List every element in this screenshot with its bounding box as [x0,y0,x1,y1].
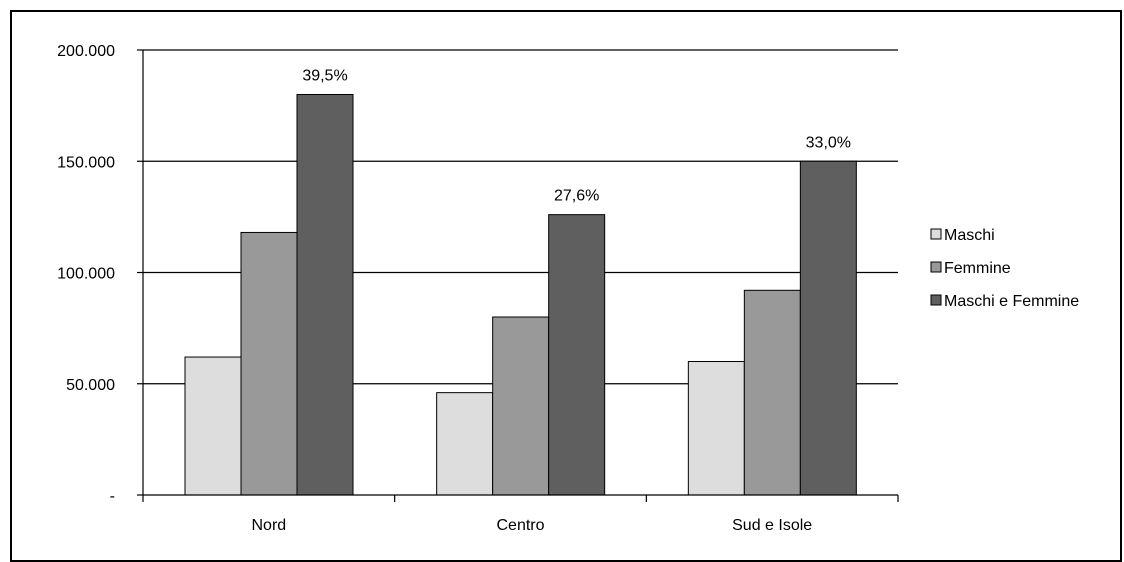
y-tick-label: 150.000 [57,154,115,171]
bar [687,361,745,496]
legend-swatch [930,294,942,306]
bar [436,392,494,496]
x-tick-label: Sud e Isole [732,517,812,534]
x-tick-label: Nord [251,517,286,534]
data-label: 39,5% [302,68,347,85]
bar [296,94,354,496]
data-label: 33,0% [806,134,851,151]
legend-label: Maschi e Femmine [944,293,1079,310]
bar [548,214,606,496]
legend-label: Femmine [944,260,1011,277]
y-tick-label: 100.000 [57,266,115,283]
x-tick-label: Centro [496,517,544,534]
legend-swatch [930,261,942,273]
legend-swatch [930,228,942,240]
bar [184,356,242,496]
y-tick-label: 50.000 [66,377,115,394]
y-tick-label: - [110,488,115,505]
bar [240,231,298,496]
data-label: 27,6% [554,188,599,205]
bar [799,160,857,496]
bar [743,289,801,496]
y-tick-label: 200.000 [57,43,115,60]
legend-label: Maschi [944,227,995,244]
bar [492,316,550,496]
